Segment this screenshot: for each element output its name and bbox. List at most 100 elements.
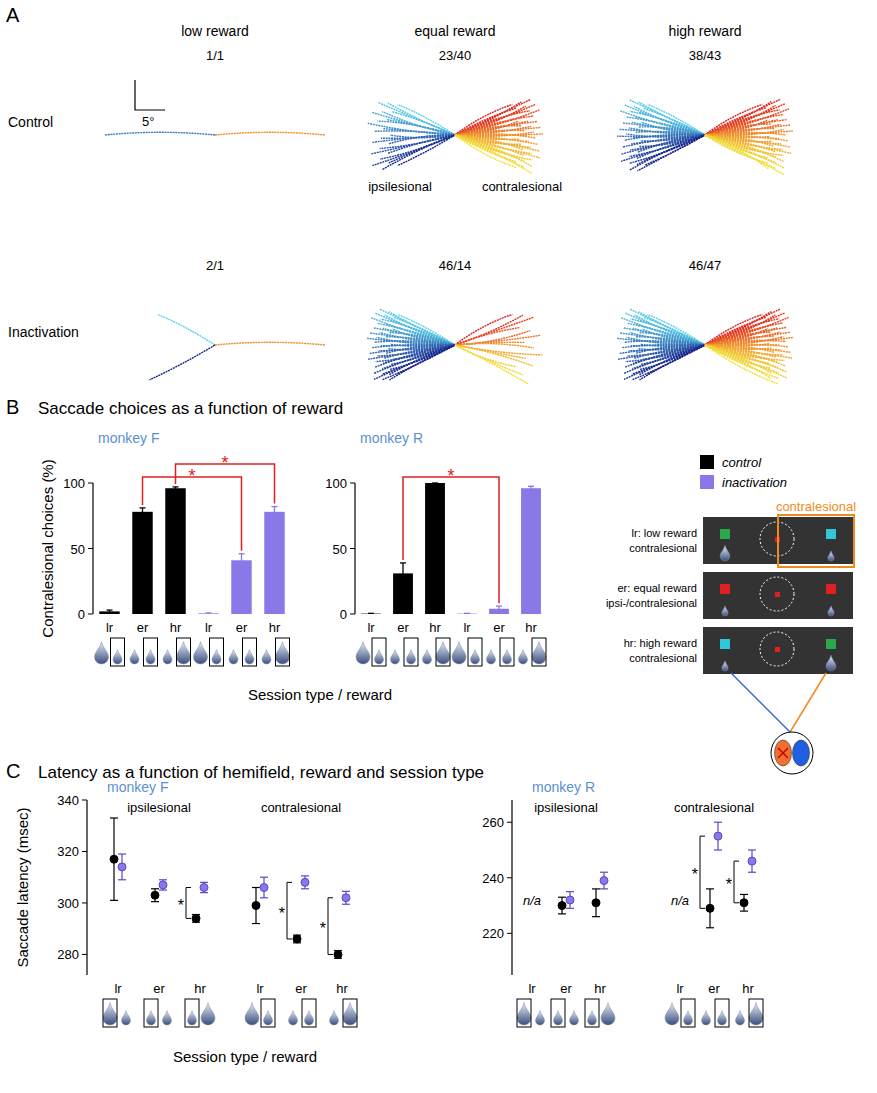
- trajectory: [705, 120, 787, 135]
- significance-bracket: [403, 477, 499, 603]
- reward-drop: [487, 650, 496, 664]
- reward-drop: [665, 1003, 679, 1025]
- plot-area: [558, 822, 756, 928]
- count-label: 38/43: [689, 48, 722, 63]
- x-tick-label: lr: [114, 981, 122, 996]
- x-tick-label: hr: [269, 620, 281, 635]
- error-bar: [151, 889, 159, 902]
- error-cap: [706, 888, 714, 889]
- panel-title: Saccade choices as a function of reward: [38, 399, 343, 418]
- error-bar: [714, 822, 722, 850]
- trajectory: [378, 103, 455, 135]
- trajectory: [705, 336, 774, 345]
- trajectory: [373, 328, 455, 345]
- choice-box: [372, 638, 386, 666]
- y-tick-label: 100: [63, 476, 85, 491]
- trajectory: [636, 337, 705, 345]
- panel-title: Latency as a function of hemifield, rewa…: [38, 763, 484, 782]
- error-bar: [464, 613, 470, 615]
- error-bar: [400, 563, 406, 584]
- legend-label: control: [722, 455, 762, 470]
- hemisphere: [793, 740, 810, 766]
- point: [592, 899, 600, 907]
- reward-drop: [749, 1003, 763, 1025]
- error-bar: [558, 897, 566, 914]
- error-cap: [301, 888, 309, 889]
- point: [159, 881, 167, 889]
- choice-box: [243, 638, 257, 666]
- error-bar: [239, 554, 245, 567]
- significance-bracket: [143, 477, 242, 551]
- annotation: n/a: [671, 893, 689, 908]
- error-cap: [748, 872, 756, 873]
- count-label: 2/1: [206, 258, 224, 273]
- error-cap: [110, 900, 118, 901]
- significance-star: *: [726, 876, 732, 893]
- group-label: ipsilesional: [534, 800, 598, 815]
- reward-drop: [201, 1003, 215, 1025]
- column-title: equal reward: [415, 23, 496, 39]
- trajectory: [705, 109, 789, 135]
- y-tick: [82, 954, 87, 955]
- bar: [425, 483, 445, 614]
- trajectory: [382, 345, 455, 380]
- point: [334, 950, 342, 958]
- choice-box: [681, 999, 695, 1027]
- schematic-label: hr: high reward: [624, 637, 697, 649]
- point: [118, 863, 126, 871]
- x-tick-label: lr: [106, 620, 114, 635]
- reward-drop: [356, 642, 370, 664]
- choice-box: [144, 638, 158, 666]
- fixation-window: [760, 632, 794, 666]
- choice-box: [551, 999, 565, 1027]
- error-cap: [432, 482, 438, 483]
- x-tick-label: hr: [170, 620, 182, 635]
- y-tick: [82, 800, 87, 801]
- trajectory: [374, 345, 455, 373]
- trajectory: [705, 345, 786, 372]
- trajectory: [455, 127, 540, 135]
- legend-label: inactivation: [722, 475, 787, 490]
- error-cap: [118, 853, 126, 854]
- reward-drop: [330, 1011, 339, 1025]
- x-tick-label: lr: [528, 981, 536, 996]
- group-label: contralesional: [674, 800, 754, 815]
- error-bar: [748, 850, 756, 872]
- point: [714, 832, 722, 840]
- reward-drop: [503, 650, 512, 664]
- y-tick: [507, 933, 512, 934]
- reward-drop: [122, 1011, 131, 1025]
- error-bar: [301, 876, 309, 889]
- chart-title: monkey F: [98, 430, 159, 446]
- screen: [703, 572, 853, 619]
- y-tick: [507, 822, 512, 823]
- y-tick: [350, 483, 355, 484]
- error-line: [274, 507, 275, 517]
- trajectory: [455, 345, 533, 366]
- annotation: n/a: [523, 893, 541, 908]
- choice-box: [111, 638, 125, 666]
- error-bar: [159, 880, 167, 890]
- bar: [457, 613, 477, 614]
- error-cap: [151, 888, 159, 889]
- error-cap: [159, 879, 167, 880]
- target: [826, 584, 836, 594]
- trajectory: [621, 135, 705, 154]
- error-bar: [110, 818, 118, 900]
- bar: [521, 488, 541, 614]
- error-cap: [301, 875, 309, 876]
- choice-box: [517, 999, 531, 1027]
- trajectory: [389, 345, 455, 380]
- trajectory: [388, 135, 455, 153]
- y-tick: [350, 614, 355, 615]
- error-cap: [600, 872, 608, 873]
- scale-bar: [135, 80, 165, 110]
- x-tick-label: lr: [463, 620, 471, 635]
- error-cap: [200, 892, 208, 893]
- trajectory: [398, 135, 455, 166]
- reward-drop: [163, 650, 172, 664]
- error-cap: [252, 887, 260, 888]
- trajectory: [640, 345, 705, 369]
- trajectory: [149, 345, 215, 380]
- reward-drop: [194, 642, 208, 664]
